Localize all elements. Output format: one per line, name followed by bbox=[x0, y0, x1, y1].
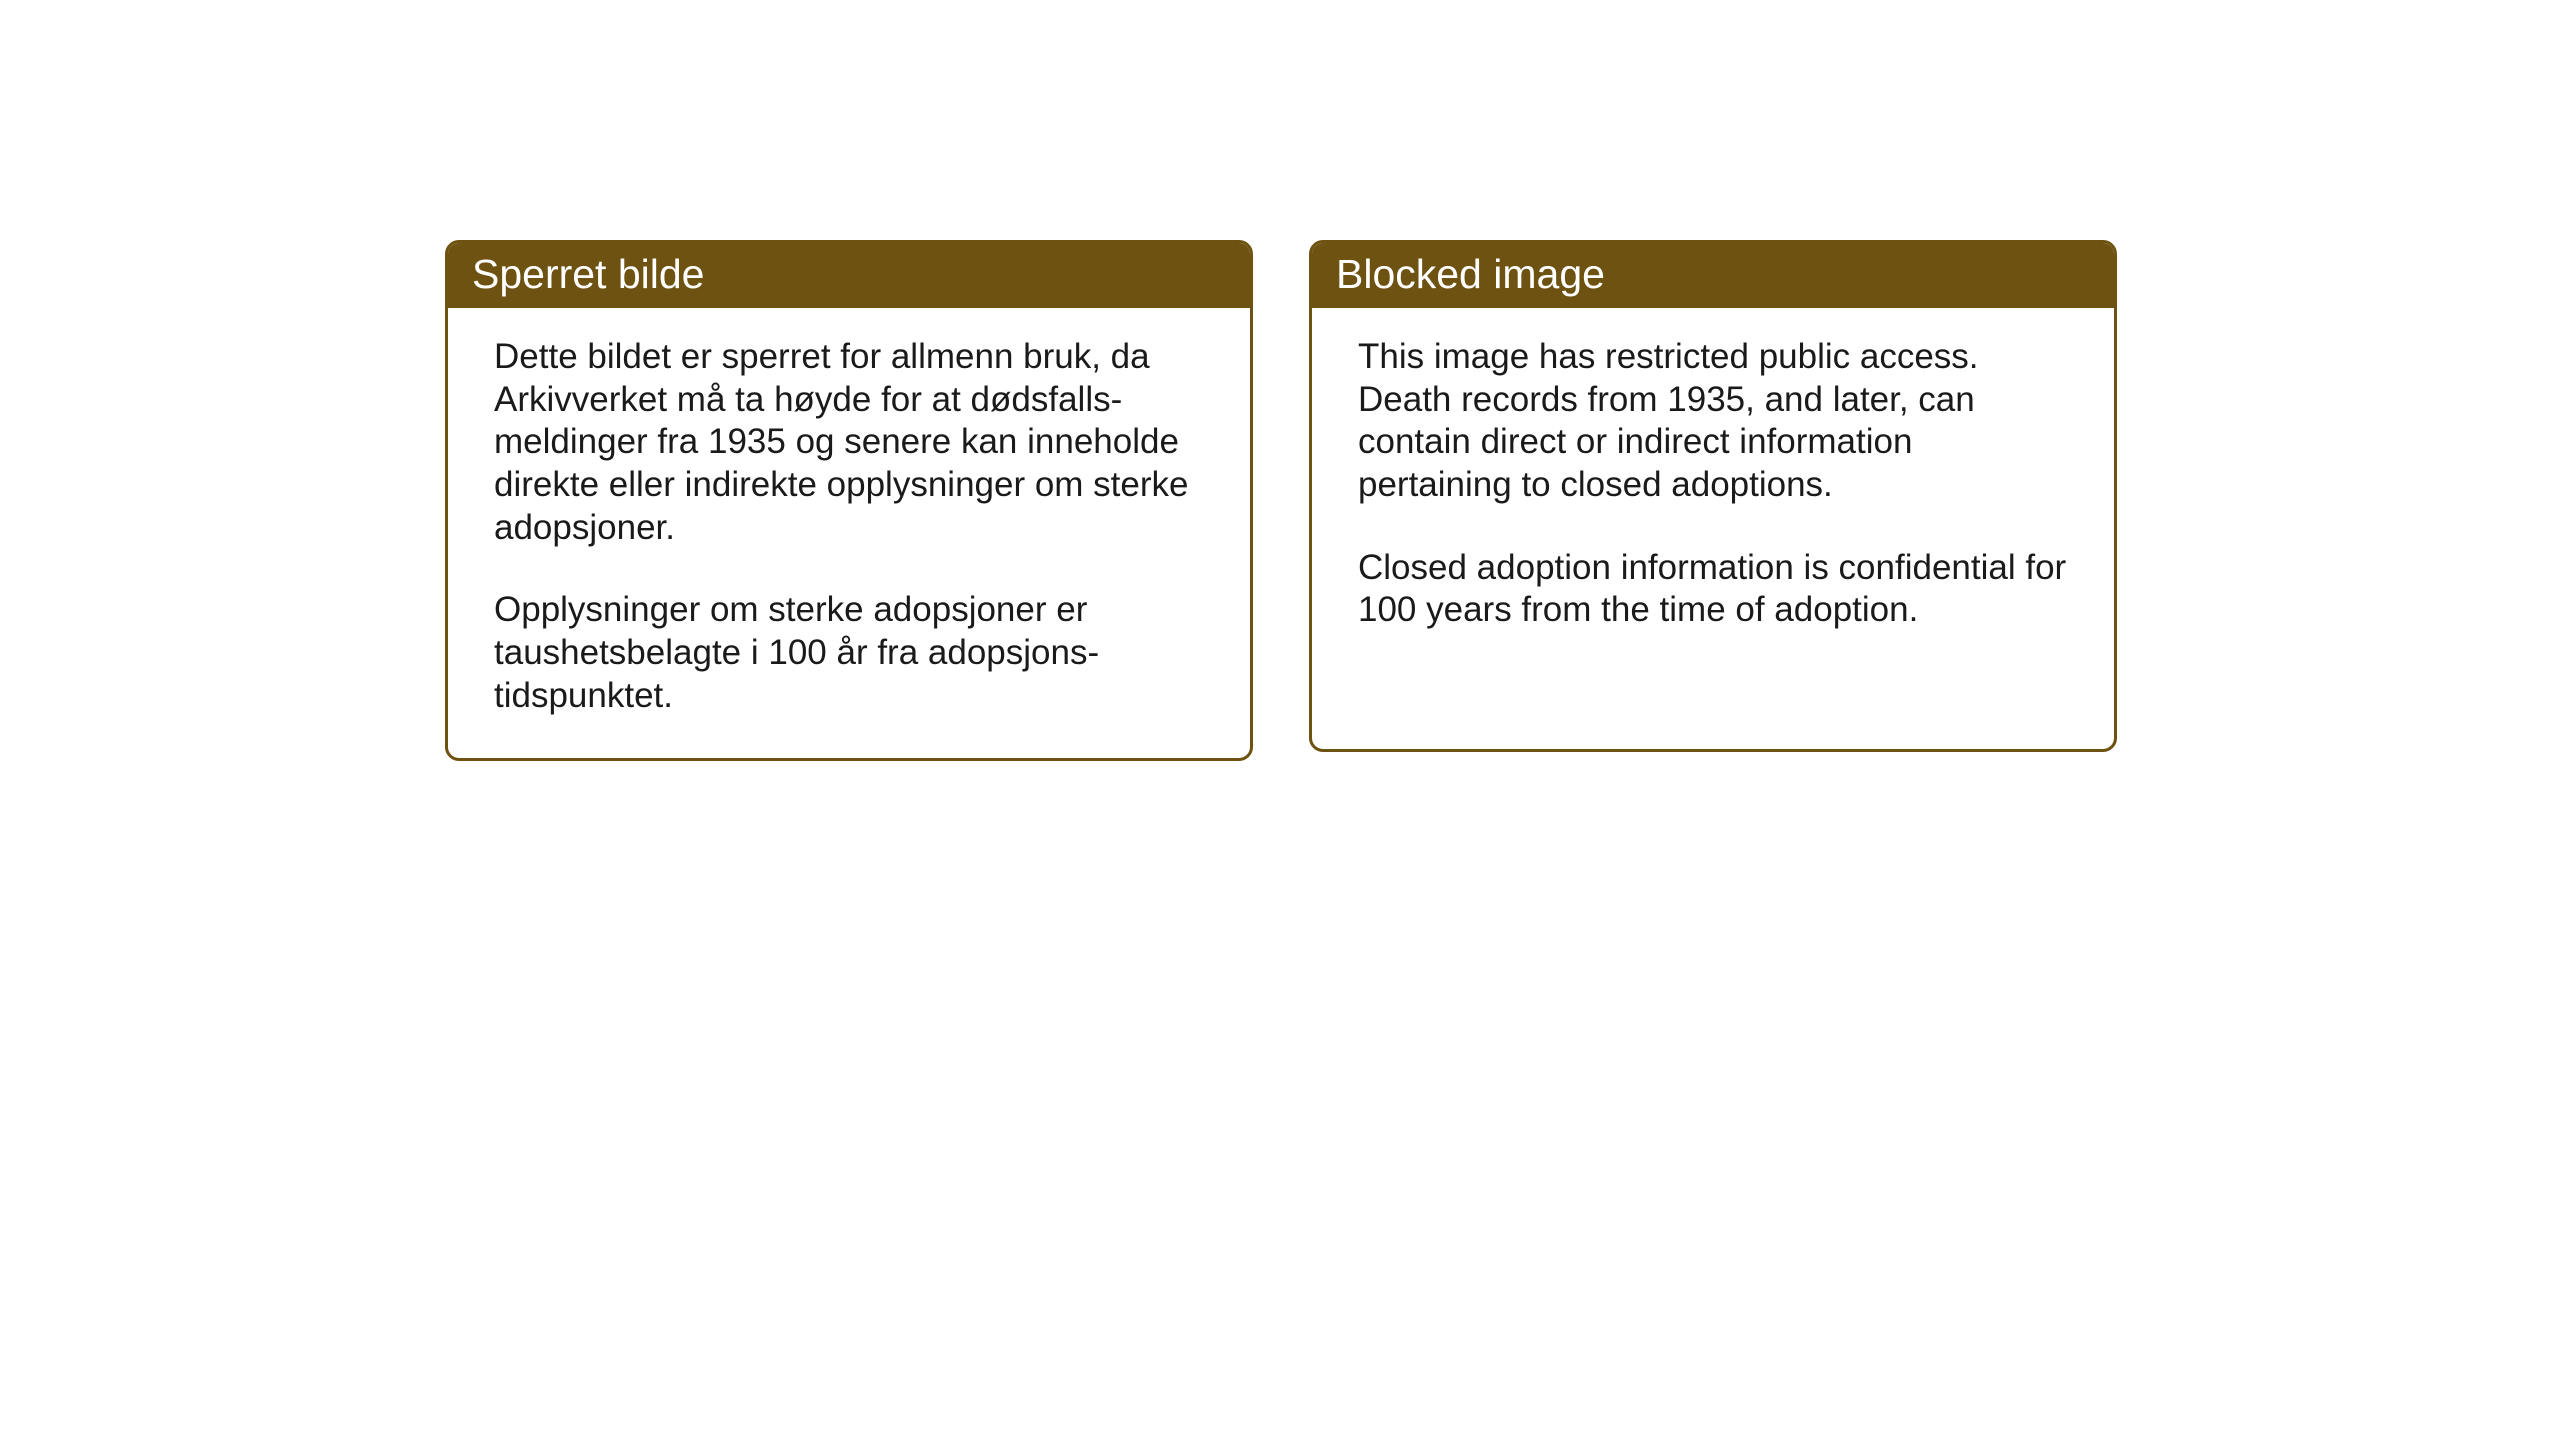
norwegian-card-title: Sperret bilde bbox=[448, 243, 1250, 308]
norwegian-card-body: Dette bildet er sperret for allmenn bruk… bbox=[448, 308, 1250, 758]
english-notice-card: Blocked image This image has restricted … bbox=[1309, 240, 2117, 752]
norwegian-paragraph-1: Dette bildet er sperret for allmenn bruk… bbox=[494, 336, 1210, 549]
english-card-title: Blocked image bbox=[1312, 243, 2114, 308]
english-paragraph-2: Closed adoption information is confident… bbox=[1358, 547, 2074, 632]
norwegian-paragraph-2: Opplysninger om sterke adopsjoner er tau… bbox=[494, 589, 1210, 717]
english-paragraph-1: This image has restricted public access.… bbox=[1358, 336, 2074, 507]
norwegian-notice-card: Sperret bilde Dette bildet er sperret fo… bbox=[445, 240, 1253, 761]
english-card-body: This image has restricted public access.… bbox=[1312, 308, 2114, 672]
notice-container: Sperret bilde Dette bildet er sperret fo… bbox=[445, 240, 2560, 761]
